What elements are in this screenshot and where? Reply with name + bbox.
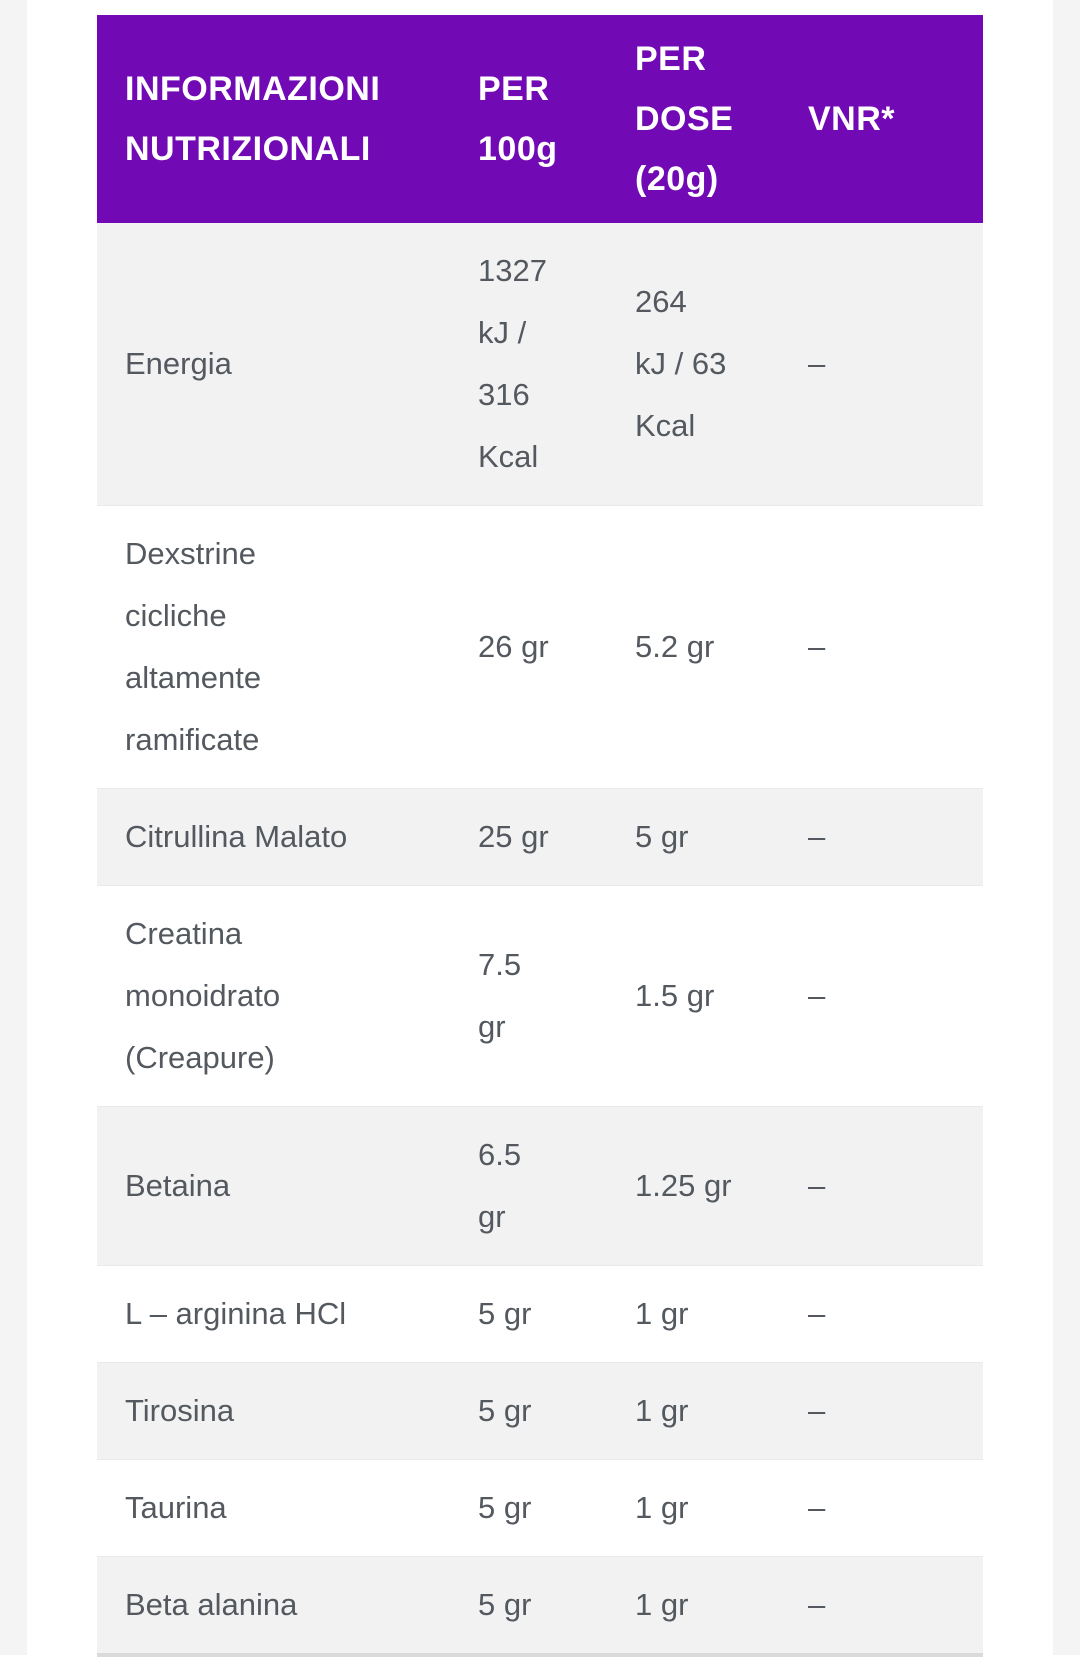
value-vnr: –	[808, 819, 826, 854]
value-per-100g: 5 gr	[478, 1490, 532, 1525]
page-content: INFORMAZIONI NUTRIZIONALI PER 100g PER D…	[27, 0, 1053, 1657]
value-per-dose: 1.5 gr	[635, 978, 715, 1013]
value-per-100g: 5 gr	[478, 1296, 532, 1331]
value-per-dose: 1 gr	[635, 1587, 689, 1622]
value-per-dose: 5 gr	[635, 819, 689, 854]
value-per-100g: 26 gr	[478, 629, 549, 664]
row-label: Betaina	[125, 1168, 231, 1203]
page-gutter-left	[0, 0, 27, 1655]
nutrition-table-wrapper: INFORMAZIONI NUTRIZIONALI PER 100g PER D…	[97, 15, 983, 1657]
value-vnr: –	[808, 1490, 826, 1525]
value-per-100g: 5 gr	[478, 1587, 532, 1622]
header-cell-per-100g: PER 100g	[450, 15, 607, 223]
value-per-100g: 25 gr	[478, 819, 549, 854]
row-label: L – arginina HCl	[125, 1296, 347, 1331]
table-row: L – arginina HCl 5 gr 1 gr –	[97, 1265, 983, 1363]
nutrition-table: INFORMAZIONI NUTRIZIONALI PER 100g PER D…	[97, 15, 983, 1653]
table-body: Energia 1327 kJ / 316 Kcal 264 kJ / 63 Kca…	[97, 223, 983, 1653]
table-row: Energia 1327 kJ / 316 Kcal 264 kJ / 63 Kca…	[97, 223, 983, 506]
header-cell-per-dose-20g: PER DOSE (20g)	[607, 15, 780, 223]
value-vnr: –	[808, 1393, 826, 1428]
value-per-dose: 264 kJ / 63 Kcal	[635, 284, 727, 443]
table-row: Creatina monoidrato (Creapure) 7.5 gr 1.5 …	[97, 885, 983, 1107]
value-per-dose: 1 gr	[635, 1393, 689, 1428]
row-label: Dexstrine cicliche altamente ramificate	[125, 536, 262, 757]
row-label: Energia	[125, 346, 232, 381]
value-vnr: –	[808, 346, 826, 381]
header-cell-vnr: VNR*	[780, 15, 983, 223]
value-vnr: –	[808, 978, 826, 1013]
value-per-100g: 5 gr	[478, 1393, 532, 1428]
header-cell-informazioni-nutrizionali: INFORMAZIONI NUTRIZIONALI	[97, 15, 450, 223]
table-row: Dexstrine cicliche altamente ramificate 2…	[97, 505, 983, 789]
value-per-dose: 1.25 gr	[635, 1168, 732, 1203]
row-label: Citrullina Malato	[125, 819, 348, 854]
row-label: Beta alanina	[125, 1587, 298, 1622]
page-gutter-right	[1053, 0, 1080, 1655]
value-per-100g: 6.5 gr	[478, 1137, 522, 1234]
table-header-row: INFORMAZIONI NUTRIZIONALI PER 100g PER D…	[97, 15, 983, 223]
row-label: Tirosina	[125, 1393, 235, 1428]
value-per-dose: 5.2 gr	[635, 629, 715, 664]
table-row: Beta alanina 5 gr 1 gr –	[97, 1556, 983, 1653]
value-vnr: –	[808, 1587, 826, 1622]
row-label: Creatina monoidrato (Creapure)	[125, 916, 281, 1075]
value-per-dose: 1 gr	[635, 1296, 689, 1331]
value-vnr: –	[808, 1168, 826, 1203]
value-vnr: –	[808, 629, 826, 664]
table-row: Citrullina Malato 25 gr 5 gr –	[97, 788, 983, 886]
row-label: Taurina	[125, 1490, 227, 1525]
value-per-100g: 1327 kJ / 316 Kcal	[478, 253, 547, 474]
value-per-dose: 1 gr	[635, 1490, 689, 1525]
table-row: Betaina 6.5 gr 1.25 gr –	[97, 1106, 983, 1266]
table-row: Tirosina 5 gr 1 gr –	[97, 1362, 983, 1460]
value-vnr: –	[808, 1296, 826, 1331]
value-per-100g: 7.5 gr	[478, 947, 522, 1044]
table-row: Taurina 5 gr 1 gr –	[97, 1459, 983, 1557]
